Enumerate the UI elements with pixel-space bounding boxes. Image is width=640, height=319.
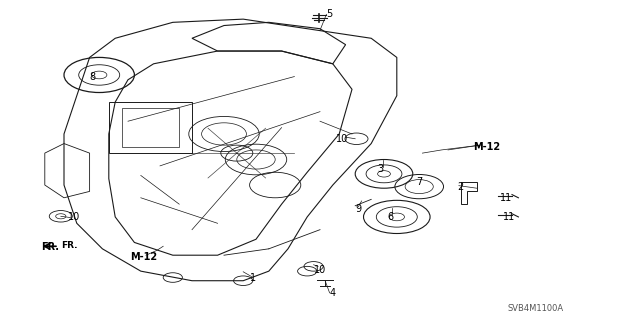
Text: FR.: FR. (61, 241, 77, 250)
Text: 8: 8 (90, 71, 96, 82)
Text: 10: 10 (67, 212, 80, 222)
Text: 9: 9 (355, 204, 362, 214)
Text: 10: 10 (314, 264, 326, 275)
Text: 2: 2 (458, 182, 464, 192)
Text: FR.: FR. (41, 242, 59, 252)
Text: 3: 3 (378, 164, 384, 174)
Text: 10: 10 (336, 134, 349, 144)
Text: M-12: M-12 (473, 142, 500, 152)
Text: 11: 11 (499, 193, 512, 203)
Text: 4: 4 (330, 288, 336, 299)
Text: 11: 11 (502, 212, 515, 222)
Text: M-12: M-12 (131, 252, 157, 262)
Text: 1: 1 (250, 272, 256, 283)
Text: SVB4M1100A: SVB4M1100A (507, 304, 563, 313)
Text: 5: 5 (326, 9, 333, 19)
Text: 6: 6 (387, 212, 394, 222)
Text: 7: 7 (416, 177, 422, 187)
